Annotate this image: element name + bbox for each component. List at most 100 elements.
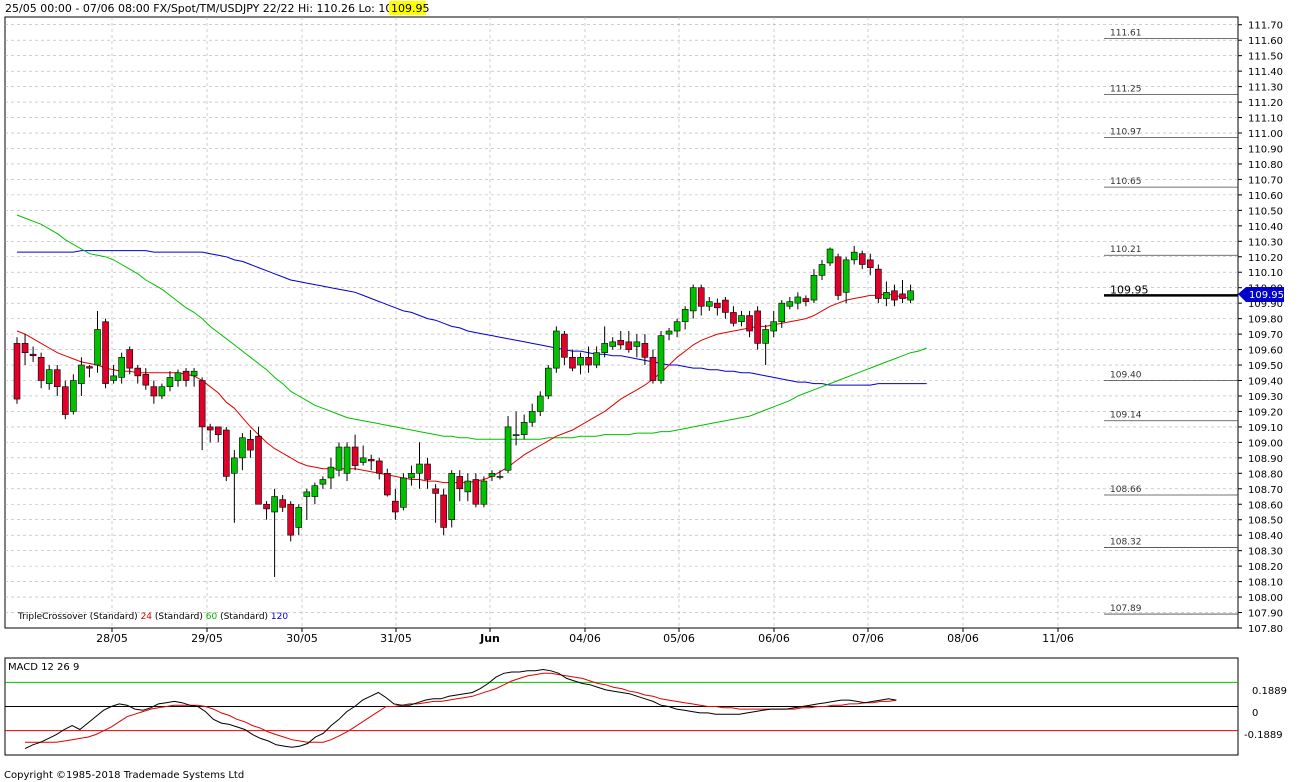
y-tick-label: 111.10 [1248, 114, 1283, 125]
time-axis: 28/05 29/05 30/05 31/05 Jun 04/06 05/06 06/06 07… [96, 628, 1074, 645]
candle-down [561, 333, 568, 358]
candle-up [231, 457, 238, 474]
candle-down [641, 343, 649, 358]
candle-down [383, 473, 391, 496]
candle-down [375, 460, 383, 474]
moving-averages [16, 214, 927, 484]
y-tick-label: 108.90 [1248, 454, 1283, 465]
candle-down [126, 349, 133, 369]
candle-down [134, 367, 142, 377]
candle-down [834, 256, 842, 296]
y-tick-label: 109.90 [1248, 299, 1283, 310]
y-tick-label: 110.10 [1248, 268, 1283, 279]
candle-up [681, 309, 689, 323]
x-tick-label: 08/06 [947, 632, 979, 645]
y-tick-label: 108.30 [1248, 547, 1283, 558]
header-last-price-badge [389, 1, 426, 15]
y-tick-label: 109.50 [1248, 361, 1283, 372]
candle-up [94, 329, 101, 366]
candlesticks [13, 245, 914, 577]
candle-up [657, 335, 665, 381]
candle-up [609, 341, 617, 347]
candle-down [392, 500, 399, 513]
candle-down [649, 357, 657, 381]
candle-down [585, 357, 592, 366]
candle-up [488, 473, 496, 477]
candle-down [29, 353, 37, 357]
y-tick-label: 109.70 [1248, 330, 1283, 341]
candle-down [424, 463, 431, 480]
candle-up [520, 421, 528, 435]
candle-down [287, 503, 295, 536]
candle-up [544, 367, 552, 397]
candle-up [842, 259, 850, 293]
candle-up [786, 301, 794, 307]
candle-down [37, 357, 45, 381]
candle-down [875, 268, 882, 299]
y-tick-label: 109.20 [1248, 407, 1283, 418]
candle-down [697, 287, 705, 307]
legend-prefix: TripleCrossover (Standard) [17, 612, 138, 622]
candle-up [45, 369, 53, 384]
candle-up [689, 287, 697, 312]
level-label: 108.66 [1110, 485, 1142, 495]
candle-down [13, 343, 21, 400]
x-tick-label: 28/05 [96, 632, 128, 645]
candle-up [673, 321, 681, 332]
y-tick-label: 109.00 [1248, 438, 1283, 449]
level-label: 110.21 [1110, 245, 1142, 255]
y-tick-label: 108.20 [1248, 562, 1283, 573]
candle-down [730, 312, 737, 324]
y-tick-label: 110.40 [1248, 222, 1283, 233]
candle-up [665, 330, 673, 335]
y-tick-label: 109.60 [1248, 346, 1283, 357]
x-tick-label: 04/06 [569, 632, 601, 645]
y-tick-label: 111.50 [1248, 52, 1283, 63]
level-label: 110.65 [1110, 177, 1142, 187]
candle-up [343, 446, 351, 474]
candle-down [255, 435, 262, 505]
candle-up [705, 301, 713, 307]
candle-up [303, 491, 311, 497]
candle-up [335, 446, 343, 471]
candle-down [432, 488, 439, 494]
y-tick-label: 109.30 [1248, 392, 1283, 403]
ma24-line [16, 293, 911, 484]
y-tick-label: 111.70 [1248, 21, 1283, 32]
y-tick-label: 107.80 [1248, 624, 1283, 635]
candle-down [142, 374, 150, 386]
candle-up [528, 411, 536, 423]
candle-up [448, 473, 456, 521]
y-tick-label: 110.50 [1248, 206, 1283, 217]
candle-down [802, 298, 810, 302]
macd-lines [5, 668, 1238, 750]
candle-up [110, 375, 117, 381]
macd-line [24, 668, 897, 750]
candle-down [102, 321, 109, 384]
y-tick-label: 108.60 [1248, 500, 1283, 511]
x-tick-label: 05/06 [663, 632, 695, 645]
candle-up [810, 275, 818, 301]
candle-up [633, 341, 641, 347]
candle-up [174, 372, 182, 381]
y-tick-label: 108.70 [1248, 485, 1283, 496]
candle-up [850, 251, 858, 261]
candle-up [359, 457, 367, 463]
candle-down [182, 370, 190, 381]
y-tick-label: 108.80 [1248, 469, 1283, 480]
candle-down [247, 438, 254, 451]
level-label: 110.97 [1110, 128, 1142, 138]
price-axis: 111.70 111.60 111.50 111.40 111.30 111.20 111.… [1238, 21, 1283, 635]
y-tick-label: 111.40 [1248, 67, 1283, 78]
candle-down [456, 476, 464, 490]
y-tick-label: 110.20 [1248, 253, 1283, 264]
level-label-last: 109.95 [1110, 283, 1149, 296]
candle-up [794, 296, 802, 304]
candle-down [21, 343, 29, 353]
candle-down [617, 339, 625, 346]
candle-down [198, 380, 206, 428]
candle-up [118, 357, 125, 378]
price-panel [4, 16, 1239, 629]
candle-up [907, 290, 914, 301]
